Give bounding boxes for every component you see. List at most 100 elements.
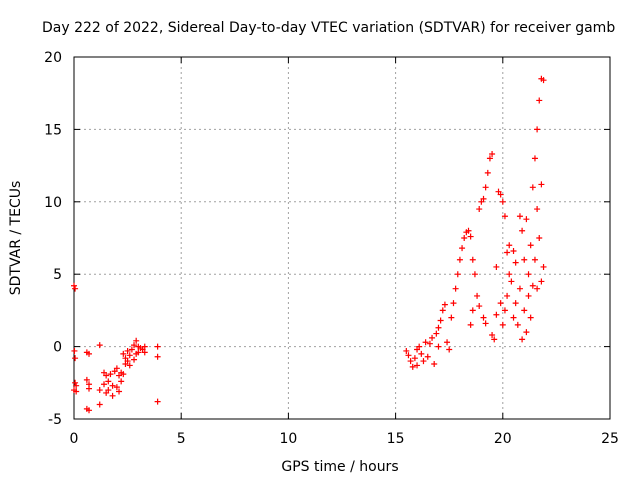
x-axis-label: GPS time / hours (281, 459, 398, 475)
data-point (529, 282, 536, 289)
data-point (480, 314, 487, 321)
data-point (72, 355, 79, 362)
data-point (531, 155, 538, 162)
data-point (519, 336, 526, 343)
x-tick-label: 25 (601, 431, 619, 447)
y-tick-label: 5 (53, 267, 62, 283)
data-point (465, 227, 472, 234)
data-point (416, 343, 423, 350)
data-point (480, 195, 487, 202)
data-point (467, 321, 474, 328)
data-point (508, 278, 515, 285)
data-point (435, 343, 442, 350)
y-tick-label: 15 (44, 122, 62, 138)
data-point (525, 271, 532, 278)
data-point (486, 155, 493, 162)
data-point (489, 332, 496, 339)
data-point (71, 347, 78, 354)
data-point (474, 292, 481, 299)
grid-lines (74, 57, 610, 419)
y-tick-label: 0 (53, 340, 62, 356)
data-point (540, 77, 547, 84)
data-point (135, 349, 142, 356)
data-point (433, 330, 440, 337)
data-point (124, 347, 131, 354)
data-point (482, 320, 489, 327)
data-point (448, 314, 455, 321)
data-point (521, 307, 528, 314)
data-point (534, 285, 541, 292)
data-point (510, 248, 517, 255)
data-point (96, 401, 103, 408)
data-point (469, 307, 476, 314)
data-point (407, 358, 414, 365)
data-points (71, 75, 547, 414)
data-point (113, 384, 120, 391)
data-point (109, 392, 116, 399)
data-point (126, 362, 133, 369)
data-point (73, 388, 80, 395)
data-point (422, 339, 429, 346)
data-point (403, 347, 410, 354)
data-point (501, 307, 508, 314)
data-point (527, 242, 534, 249)
data-point (538, 181, 545, 188)
data-point (493, 311, 500, 318)
data-point (482, 184, 489, 191)
data-point (461, 235, 468, 241)
data-point (531, 256, 538, 263)
y-axis-ticks: -5 0 5 10 15 20 (44, 50, 610, 428)
data-point (504, 249, 511, 256)
data-point (446, 346, 453, 353)
data-point (504, 292, 511, 299)
data-point (444, 339, 451, 346)
data-point (536, 97, 543, 104)
data-point (497, 300, 504, 307)
y-axis-label: SDTVAR / TECUs (8, 181, 24, 296)
data-point (516, 285, 523, 292)
data-point (510, 314, 517, 321)
data-point (105, 378, 112, 385)
data-point (426, 340, 433, 347)
x-axis-ticks: 0 5 10 15 20 25 (70, 57, 619, 447)
data-point (105, 387, 112, 394)
data-point (72, 379, 79, 386)
data-point (420, 358, 427, 365)
data-point (131, 342, 138, 349)
data-point (86, 350, 93, 357)
data-point (154, 353, 161, 360)
data-point (512, 259, 519, 266)
y-tick-label: 20 (44, 50, 62, 66)
data-point (534, 126, 541, 133)
data-point (411, 355, 418, 362)
data-point (489, 151, 496, 158)
data-point (96, 387, 103, 394)
data-point (534, 206, 541, 213)
y-tick-label: 10 (44, 195, 62, 211)
data-point (73, 382, 80, 389)
data-point (131, 356, 138, 363)
data-point (86, 385, 93, 392)
data-point (101, 381, 108, 388)
data-point (83, 376, 90, 383)
data-point (525, 292, 532, 299)
data-point (96, 342, 103, 349)
data-point (454, 271, 461, 278)
data-point (536, 235, 543, 241)
data-point (86, 407, 93, 414)
x-tick-label: 5 (177, 431, 186, 447)
data-point (118, 378, 125, 385)
data-point (141, 349, 148, 356)
data-point (493, 263, 500, 270)
data-point (476, 303, 483, 310)
data-point (452, 285, 459, 292)
data-point (450, 300, 457, 307)
data-point (124, 358, 131, 365)
plot-frame (73, 56, 611, 420)
data-point (405, 352, 412, 359)
data-point (414, 362, 421, 369)
data-point (529, 184, 536, 191)
data-point (418, 350, 425, 357)
data-point (497, 191, 504, 198)
data-point (521, 256, 528, 263)
